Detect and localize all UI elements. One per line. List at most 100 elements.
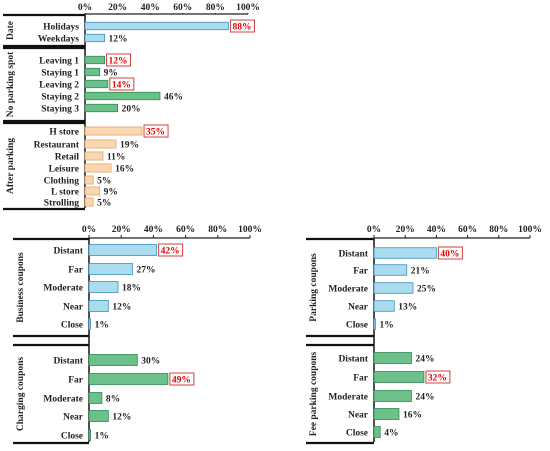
bar [84, 21, 229, 31]
bar [84, 67, 101, 77]
bar [84, 126, 143, 136]
data-label: 12% [112, 413, 131, 423]
bar [88, 318, 92, 330]
data-label: 18% [122, 284, 141, 294]
data-label: 12% [109, 57, 128, 67]
data-label: 35% [146, 128, 165, 138]
data-label: 24% [415, 393, 434, 403]
x-tick-label: 80% [206, 3, 225, 13]
bar [373, 426, 381, 438]
category-label: Restaurant [34, 141, 80, 151]
category-label: Close [346, 429, 368, 439]
category-label: Near [348, 303, 369, 313]
x-tick-label: 20% [112, 225, 131, 235]
data-label: 5% [97, 177, 111, 187]
category-label: Distant [338, 355, 368, 365]
category-label: Moderate [43, 284, 83, 294]
data-label: 11% [107, 153, 125, 163]
category-label: Near [63, 303, 84, 313]
category-label: Distant [53, 357, 83, 367]
data-label: 19% [120, 141, 139, 151]
category-label: Far [353, 267, 369, 277]
group-label: Charging coupons [16, 357, 26, 431]
data-label: 13% [398, 303, 417, 313]
category-label: Leaving 1 [39, 57, 79, 67]
x-tick-label: 60% [458, 225, 477, 235]
highlight-box [437, 246, 463, 260]
category-label: Distant [53, 247, 83, 257]
x-tick-label: 0% [78, 3, 92, 13]
data-label: 88% [232, 23, 251, 33]
group-label: Parking coupons [309, 253, 319, 322]
group-label: Date [6, 21, 16, 40]
x-tick-label: 60% [173, 3, 192, 13]
x-tick-label: 0% [367, 225, 381, 235]
group-label: After parking [6, 138, 16, 194]
x-tick-label: 100% [518, 225, 542, 235]
highlight-box [229, 19, 255, 33]
category-label: Close [61, 321, 83, 331]
data-label: 46% [164, 93, 183, 103]
category-label: Staying 2 [41, 93, 79, 103]
data-label: 16% [403, 411, 422, 421]
highlight-box [425, 370, 451, 384]
x-tick-label: 40% [427, 225, 446, 235]
data-label: 21% [411, 267, 430, 277]
bar [88, 392, 103, 404]
data-label: 9% [104, 188, 118, 198]
data-label: 16% [115, 165, 134, 175]
data-label: 24% [415, 355, 434, 365]
bar [373, 352, 412, 364]
data-label: 8% [106, 395, 120, 405]
category-label: Close [346, 321, 368, 331]
data-label: 30% [141, 357, 160, 367]
highlight-box [158, 243, 184, 257]
bar [373, 408, 400, 420]
data-label: 1% [95, 321, 109, 331]
data-label: 49% [172, 376, 191, 386]
bar [373, 300, 395, 312]
bar [84, 91, 161, 101]
x-tick-label: 100% [236, 3, 260, 13]
data-label: 1% [95, 432, 109, 442]
bar [373, 247, 437, 259]
bar [84, 197, 94, 207]
data-label: 12% [112, 303, 131, 313]
category-label: Weekdays [38, 35, 79, 45]
group-label: No parking spot [6, 51, 16, 117]
data-label: 5% [97, 199, 111, 209]
bar [84, 175, 94, 185]
bar [84, 186, 101, 196]
bar [84, 55, 105, 65]
data-label: 40% [440, 250, 459, 260]
x-tick-label: 80% [208, 225, 227, 235]
category-label: Distant [338, 250, 368, 260]
bar [88, 300, 109, 312]
category-label: Staying 1 [41, 69, 79, 79]
bar [88, 244, 158, 256]
category-label: Holidays [43, 23, 79, 33]
bar [373, 390, 412, 402]
category-label: Far [68, 266, 84, 276]
data-label: 27% [136, 266, 155, 276]
bar [84, 163, 112, 173]
category-label: L store [51, 188, 79, 198]
bar [88, 429, 92, 441]
category-label: Moderate [328, 285, 368, 295]
bar [88, 281, 119, 293]
category-label: Retail [55, 153, 80, 163]
highlight-box [169, 372, 195, 386]
category-label: Moderate [43, 395, 83, 405]
data-label: 25% [417, 285, 436, 295]
category-label: Close [61, 432, 83, 442]
bar [88, 263, 133, 275]
bar [373, 264, 408, 276]
bar [84, 79, 109, 89]
category-label: Strolling [44, 199, 79, 209]
x-tick-label: 40% [144, 225, 163, 235]
bar [84, 103, 118, 113]
category-label: Staying 3 [41, 105, 79, 115]
bar [373, 318, 376, 330]
x-tick-label: 40% [141, 3, 160, 13]
